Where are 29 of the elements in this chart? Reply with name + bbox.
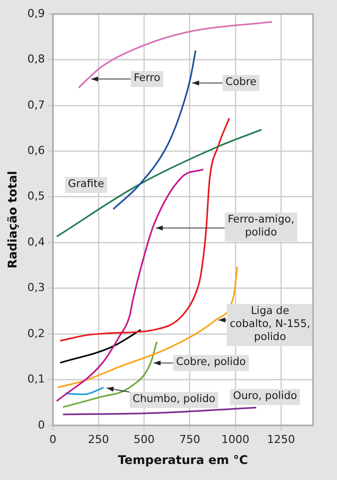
y-tick-label: 0,1 [27, 372, 45, 386]
y-tick-label: 0,8 [27, 52, 45, 66]
x-tick-label: 1000 [221, 432, 250, 446]
line-series [112, 50, 196, 210]
y-axis-title: Radiação total [5, 170, 20, 269]
x-tick-label: 250 [88, 432, 110, 446]
y-tick-label: 0,6 [27, 144, 45, 157]
y-tick-label: 0,4 [27, 235, 45, 248]
series-label: Ferro [134, 72, 160, 84]
x-axis-title: Temperatura em °C [118, 452, 248, 467]
series-label: Grafite [68, 178, 104, 190]
text: Cobre, polido [176, 356, 246, 368]
series-label: Ouro, polido [232, 390, 298, 402]
y-tick-label: 0,2 [27, 326, 45, 340]
x-tick-label: 750 [179, 432, 200, 446]
x-tick-label: 1250 [267, 432, 296, 446]
y-tick-label: 0,3 [27, 281, 45, 294]
x-tick-label: 0 [49, 432, 56, 446]
series-label: Liga de cobalto, N-155, polido [230, 304, 310, 343]
text: Ferro-amigo, polido [228, 213, 294, 238]
y-tick-label: 0,5 [27, 190, 45, 203]
text: Chumbo, polido [132, 392, 216, 405]
text: Cobre [226, 76, 256, 88]
y-tick-label: 0,9 [27, 6, 45, 20]
line-series [59, 117, 230, 342]
x-tick-label: 500 [134, 432, 155, 446]
y-tick-label: 0,7 [27, 98, 45, 112]
y-tick-label: 0 [38, 418, 45, 432]
line-series [78, 20, 273, 88]
